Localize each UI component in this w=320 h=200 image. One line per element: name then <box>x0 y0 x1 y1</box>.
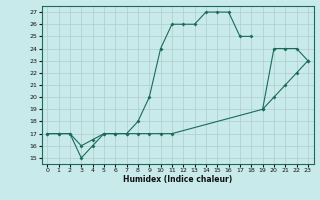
X-axis label: Humidex (Indice chaleur): Humidex (Indice chaleur) <box>123 175 232 184</box>
